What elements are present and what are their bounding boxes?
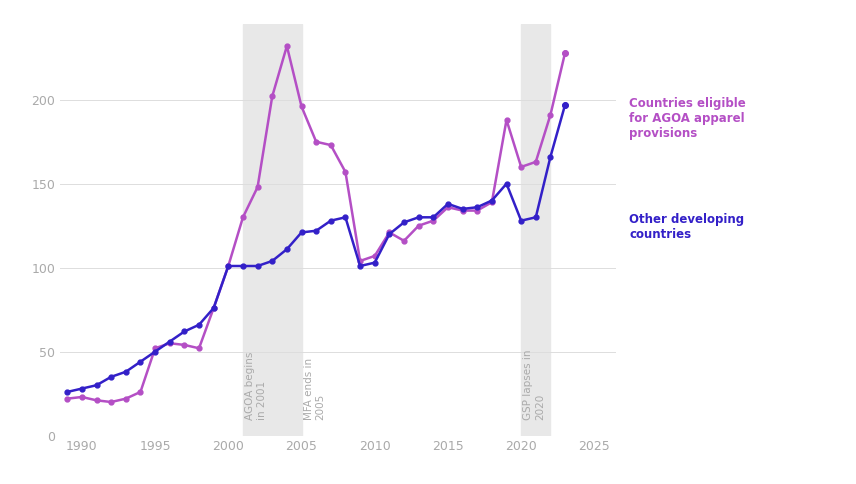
Text: GSP lapses in
2020: GSP lapses in 2020 xyxy=(523,350,545,421)
Text: MFA ends in
2005: MFA ends in 2005 xyxy=(304,358,325,421)
Text: Other developing
countries: Other developing countries xyxy=(629,213,744,241)
Text: Countries eligible
for AGOA apparel
provisions: Countries eligible for AGOA apparel prov… xyxy=(629,97,746,140)
Text: AGOA begins
in 2001: AGOA begins in 2001 xyxy=(245,352,267,421)
Bar xyxy=(521,24,550,436)
Bar xyxy=(243,24,301,436)
